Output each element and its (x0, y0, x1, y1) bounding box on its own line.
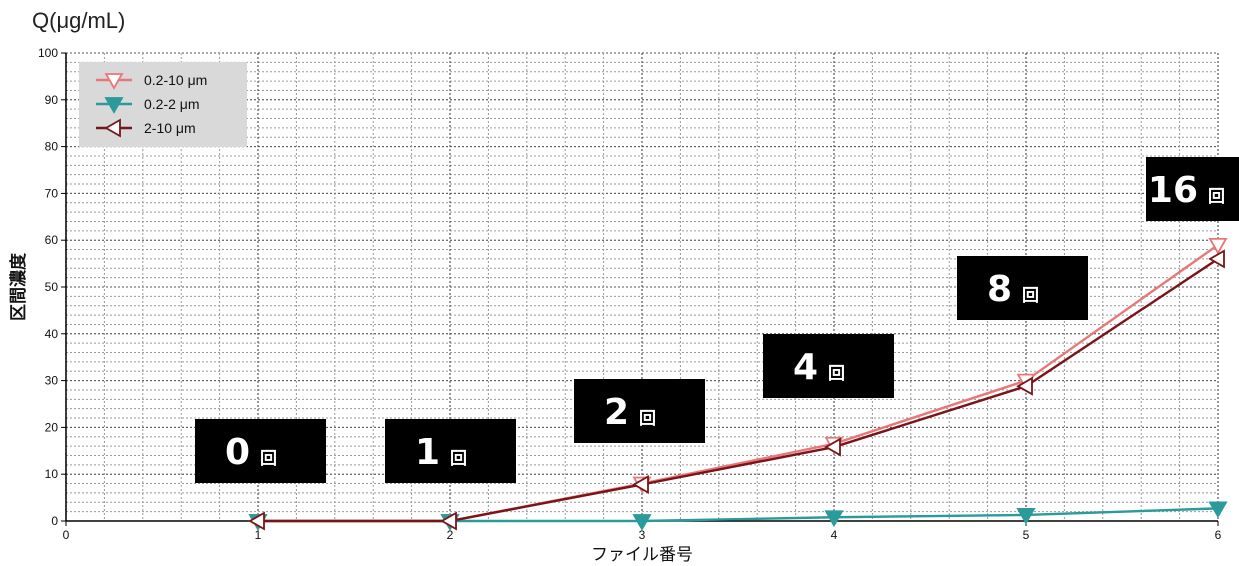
y-axis-title: 区間濃度 (8, 252, 29, 321)
data-point (1016, 508, 1036, 525)
legend-label: 0.2-2 μm (144, 96, 200, 112)
annotation-unit: 回 (260, 449, 277, 469)
x-tick-label: 3 (639, 528, 646, 542)
y-tick-label: 40 (45, 327, 59, 341)
annotation-number: 2 (604, 392, 629, 433)
data-point (1016, 376, 1033, 396)
annotation-background (763, 334, 894, 398)
annotation-background (385, 419, 516, 483)
annotation-number: 8 (987, 269, 1012, 310)
legend-marker (104, 97, 124, 114)
annotation-unit: 回 (450, 449, 467, 469)
x-tick-label: 6 (1215, 528, 1222, 542)
data-point (632, 474, 649, 495)
legend: 0.2-10 μm 0.2-2 μm 2-10 μm (79, 62, 247, 147)
series-line (258, 257, 1219, 523)
series-lines (248, 237, 1228, 531)
series-line (258, 507, 1219, 523)
legend-label: 0.2-10 μm (144, 72, 207, 88)
annotation-box: 16 回 (1146, 157, 1239, 221)
legend-item: 0.2-2 μm (96, 96, 200, 114)
data-point (824, 510, 844, 528)
legend-marker (104, 73, 124, 90)
annotation-number: 4 (793, 347, 818, 388)
data-point (1208, 249, 1225, 269)
data-point (824, 437, 841, 457)
labels: ファイル番号 区間濃度 (8, 252, 693, 565)
y-tick-label: 10 (45, 467, 59, 481)
annotations: 0 回 1 回2 回4 回8 回16 回 (195, 157, 1239, 483)
annotation-number: 16 (1148, 170, 1198, 211)
series-1 (248, 501, 1228, 531)
data-point (248, 511, 265, 531)
y-tick-label: 0 (51, 514, 58, 528)
unit-label: Q(μg/mL) (32, 8, 126, 33)
x-tick-label: 4 (831, 528, 838, 542)
annotation-unit: 回 (1208, 187, 1225, 207)
annotation-background (1146, 157, 1239, 221)
y-tick-label: 50 (45, 280, 59, 294)
data-point (1208, 501, 1228, 519)
y-tick-label: 90 (45, 93, 59, 107)
y-tick-label: 20 (45, 420, 59, 434)
y-tick-label: 60 (45, 233, 59, 247)
legend-item: 2-10 μm (96, 118, 196, 138)
annotation-background (574, 379, 705, 443)
data-point (1208, 237, 1228, 255)
y-tick-label: 70 (45, 186, 59, 200)
annotation-unit: 回 (828, 364, 845, 384)
data-point (632, 514, 652, 531)
x-tick-label: 2 (447, 528, 454, 542)
x-axis-title: ファイル番号 (591, 545, 693, 565)
annotation-background (957, 256, 1088, 320)
y-tick-label: 100 (38, 46, 58, 60)
y-tick-label: 80 (45, 140, 59, 154)
annotation-number: 0 (225, 432, 250, 473)
legend-marker (104, 118, 121, 138)
annotation-number: 1 (415, 432, 440, 473)
annotation-unit: 回 (639, 409, 656, 429)
x-tick-label: 1 (255, 528, 262, 542)
x-tick-label: 5 (1023, 528, 1030, 542)
annotation-background (195, 419, 326, 483)
data-point (440, 511, 457, 531)
x-tick-label: 0 (63, 528, 70, 542)
y-tick-label: 30 (45, 374, 59, 388)
legend-label: 2-10 μm (144, 120, 196, 136)
annotation-unit: 回 (1022, 286, 1039, 306)
series-2 (248, 249, 1225, 531)
legend-item: 0.2-10 μm (96, 72, 207, 90)
